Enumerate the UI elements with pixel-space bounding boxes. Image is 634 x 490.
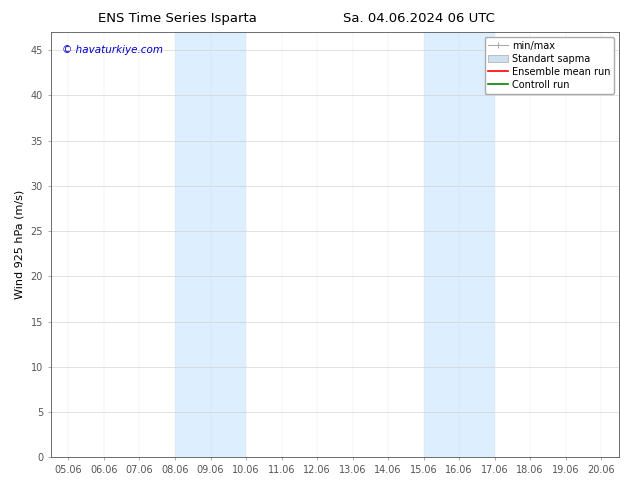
- Text: © havaturkiye.com: © havaturkiye.com: [62, 45, 163, 55]
- Bar: [424, 32, 495, 457]
- Y-axis label: Wind 925 hPa (m/s): Wind 925 hPa (m/s): [15, 190, 25, 299]
- Bar: [175, 32, 246, 457]
- Text: ENS Time Series Isparta: ENS Time Series Isparta: [98, 12, 257, 25]
- Text: Sa. 04.06.2024 06 UTC: Sa. 04.06.2024 06 UTC: [342, 12, 495, 25]
- Legend: min/max, Standart sapma, Ensemble mean run, Controll run: min/max, Standart sapma, Ensemble mean r…: [484, 37, 614, 94]
